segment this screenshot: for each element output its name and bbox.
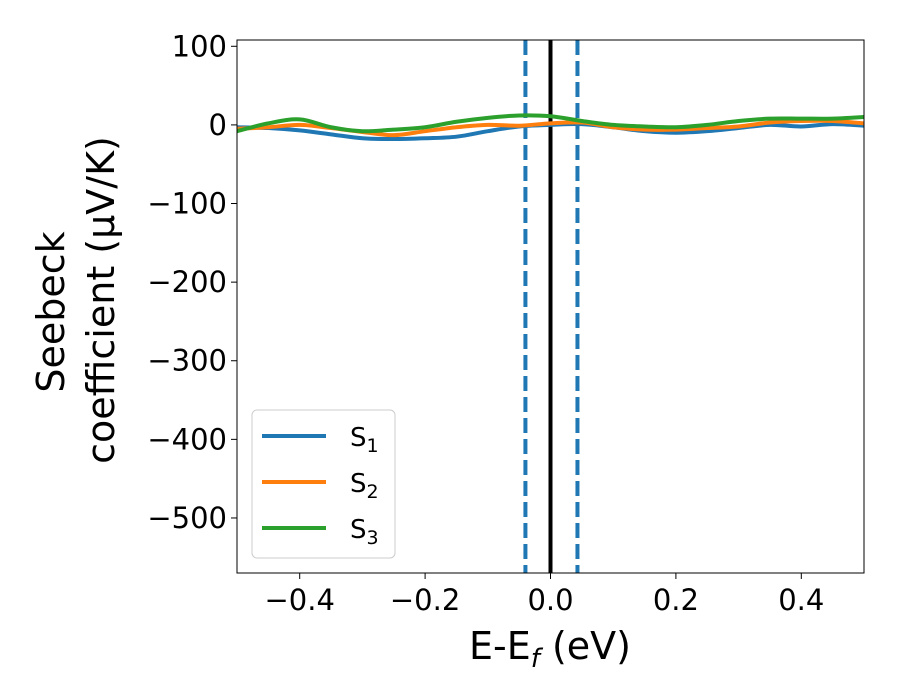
x-axis-label: E-Ef (eV): [469, 624, 631, 674]
y-tick-label: −400: [147, 422, 227, 456]
y-axis: 100 0 −100 −200 −300 −400 −500: [147, 29, 237, 535]
legend: S1 S2 S3: [251, 409, 396, 559]
y-tick-label: −200: [147, 265, 227, 299]
series-lines: [237, 113, 864, 142]
y-tick-label: −100: [147, 187, 227, 221]
legend-label-s1: S1: [350, 423, 379, 457]
legend-label-s2: S2: [350, 469, 379, 503]
y-tick-label: −500: [147, 501, 227, 535]
x-tick-label: 0.4: [778, 583, 824, 617]
x-axis: −0.4 −0.2 0.0 0.2 0.4: [264, 573, 824, 617]
x-tick-label: −0.2: [390, 583, 460, 617]
y-tick-label: −300: [147, 344, 227, 378]
legend-label-s3: S3: [350, 515, 379, 549]
x-tick-label: 0.0: [527, 583, 573, 617]
x-tick-label: 0.2: [653, 583, 699, 617]
y-tick-label: 0: [209, 108, 227, 142]
y-axis-label-line2: coefficient (μV/K): [79, 136, 123, 464]
y-tick-label: 100: [172, 29, 227, 63]
x-tick-label: −0.4: [264, 583, 334, 617]
series-line-s3: [237, 113, 864, 134]
reference-lines: [523, 40, 580, 573]
y-axis-label-line1: Seebeck: [29, 231, 73, 392]
